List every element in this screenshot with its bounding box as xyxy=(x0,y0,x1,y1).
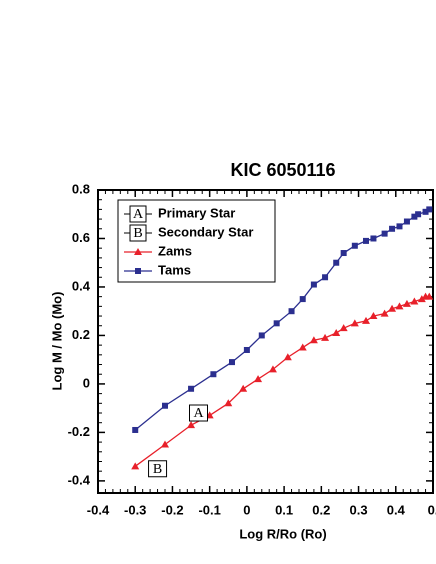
marker xyxy=(402,299,411,307)
marker xyxy=(396,223,403,230)
marker xyxy=(380,309,389,317)
star-label: A xyxy=(193,406,204,421)
x-tick-label: 0.3 xyxy=(350,502,368,517)
marker xyxy=(283,353,292,361)
marker xyxy=(403,218,410,225)
marker xyxy=(422,208,429,215)
x-tick-label: 0.2 xyxy=(312,502,330,517)
marker xyxy=(258,332,265,339)
marker xyxy=(243,346,250,353)
y-axis-label: Log M / Mo (Mo) xyxy=(49,292,64,391)
marker xyxy=(410,297,419,305)
marker xyxy=(426,206,433,213)
legend-label: Primary Star xyxy=(158,205,235,220)
marker xyxy=(188,385,195,392)
marker xyxy=(417,295,426,303)
marker xyxy=(388,304,397,312)
marker xyxy=(310,281,317,288)
marker xyxy=(161,440,169,448)
x-tick-label: -0.1 xyxy=(198,502,220,517)
marker xyxy=(322,274,329,281)
marker xyxy=(369,312,378,320)
marker xyxy=(333,259,340,266)
chart-title: KIC 6050116 xyxy=(230,160,335,180)
y-tick-label: 0.4 xyxy=(72,278,91,293)
marker xyxy=(239,384,248,392)
marker xyxy=(339,324,348,332)
legend-symbol: A xyxy=(133,207,144,222)
series xyxy=(132,206,433,433)
marker xyxy=(363,237,369,244)
line xyxy=(134,296,430,467)
legend-label: Tams xyxy=(158,262,191,277)
marker xyxy=(299,296,306,303)
marker xyxy=(135,268,141,274)
marker xyxy=(268,365,277,373)
marker xyxy=(254,375,263,383)
marker xyxy=(395,302,404,310)
marker xyxy=(273,320,280,327)
marker xyxy=(381,230,388,237)
series xyxy=(131,292,434,470)
plot-frame xyxy=(97,189,434,494)
marker xyxy=(370,235,377,242)
x-tick-label: -0.2 xyxy=(161,502,183,517)
legend-symbol: B xyxy=(133,226,142,241)
x-tick-label: 0. xyxy=(428,502,436,517)
marker xyxy=(321,333,330,341)
marker xyxy=(134,248,142,255)
x-axis-label: Log R/Ro (Ro) xyxy=(239,526,326,541)
marker xyxy=(131,462,140,470)
marker xyxy=(389,225,396,232)
marker xyxy=(288,308,295,315)
legend-label: Secondary Star xyxy=(158,224,253,239)
y-tick-label: 0 xyxy=(83,375,90,390)
y-tick-label: -0.4 xyxy=(68,472,91,487)
marker xyxy=(415,211,422,218)
marker xyxy=(298,343,307,351)
star-marker xyxy=(148,460,168,478)
legend-marker xyxy=(129,205,147,223)
marker xyxy=(132,426,139,433)
marker xyxy=(351,242,358,249)
marker xyxy=(187,421,196,429)
x-tick-label: -0.3 xyxy=(124,502,146,517)
x-tick-label: 0.4 xyxy=(387,502,406,517)
marker xyxy=(340,250,347,257)
marker xyxy=(332,329,341,337)
y-tick-label: -0.2 xyxy=(68,424,90,439)
y-tick-label: 0.6 xyxy=(72,230,90,245)
y-tick-label: 0.2 xyxy=(72,327,90,342)
x-tick-label: 0 xyxy=(243,502,250,517)
star-label: B xyxy=(153,462,162,477)
marker xyxy=(309,336,318,344)
marker xyxy=(411,213,418,220)
y-tick-label: 0.8 xyxy=(72,181,90,196)
x-tick-label: -0.4 xyxy=(87,502,110,517)
marker xyxy=(224,399,233,407)
marker xyxy=(362,316,370,324)
marker xyxy=(350,319,359,327)
marker xyxy=(229,359,235,366)
marker xyxy=(425,292,434,300)
legend-label: Zams xyxy=(158,243,192,258)
star-marker xyxy=(189,404,208,422)
marker xyxy=(210,371,217,378)
marker xyxy=(162,402,168,409)
legend-marker xyxy=(129,224,147,242)
x-tick-label: 0.1 xyxy=(275,502,293,517)
